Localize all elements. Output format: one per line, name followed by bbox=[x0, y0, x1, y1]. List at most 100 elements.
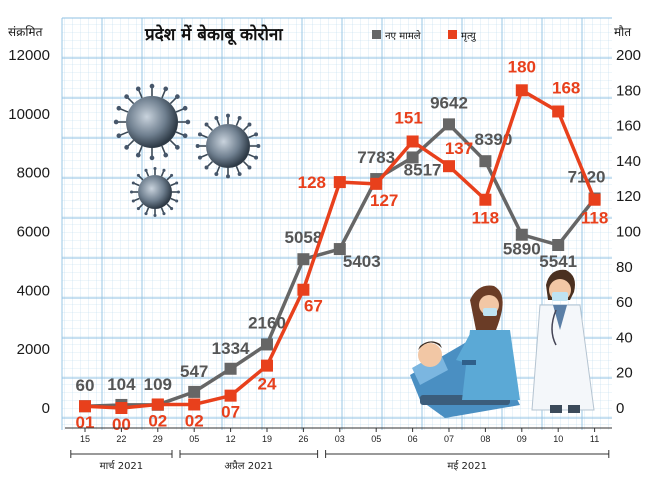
data-label: 07 bbox=[221, 403, 240, 422]
data-point bbox=[297, 283, 310, 296]
data-label: 00 bbox=[112, 415, 131, 434]
x-tick-label: 03 bbox=[335, 434, 345, 444]
data-label: 2160 bbox=[248, 313, 286, 332]
data-point bbox=[406, 151, 419, 164]
data-point bbox=[333, 176, 346, 189]
virus-illustration bbox=[113, 83, 261, 217]
data-label: 02 bbox=[185, 411, 204, 430]
data-label: 8517 bbox=[404, 160, 442, 179]
data-point bbox=[188, 398, 201, 411]
data-label: 127 bbox=[370, 191, 398, 210]
data-label: 118 bbox=[472, 209, 499, 228]
month-label: अप्रैल 2021 bbox=[224, 460, 273, 472]
x-tick-label: 10 bbox=[553, 434, 563, 444]
data-label: 151 bbox=[394, 108, 422, 127]
data-point bbox=[515, 228, 528, 241]
virus-particle bbox=[130, 167, 180, 217]
virus-particle bbox=[195, 113, 261, 179]
x-tick-label: 19 bbox=[262, 434, 272, 444]
month-label: मार्च 2021 bbox=[100, 460, 144, 472]
x-tick-label: 07 bbox=[444, 434, 454, 444]
x-tick-label: 29 bbox=[153, 434, 163, 444]
doctors-illustration bbox=[410, 269, 595, 418]
axes: 0 2000 4000 6000 8000 10000 12000 0 20 40 60 80 100 1… bbox=[8, 47, 641, 417]
data-label: 9642 bbox=[430, 93, 468, 112]
x-tick-label: 22 bbox=[116, 434, 126, 444]
right-tick-label: 180 bbox=[616, 82, 641, 99]
left-tick-label: 2000 bbox=[17, 341, 50, 358]
data-label: 02 bbox=[148, 411, 167, 430]
data-label: 109 bbox=[144, 375, 172, 394]
right-tick-label: 160 bbox=[616, 118, 641, 135]
legend: नए मामले मृत्यु bbox=[372, 30, 477, 42]
data-label: 5403 bbox=[343, 252, 381, 271]
x-tick-label: 06 bbox=[408, 434, 418, 444]
data-point bbox=[552, 239, 565, 252]
data-label: 168 bbox=[552, 78, 580, 97]
x-tick-label: 12 bbox=[226, 434, 236, 444]
data-point bbox=[443, 160, 455, 173]
data-point bbox=[224, 362, 237, 375]
legend-label-deaths: मृत्यु bbox=[461, 31, 477, 42]
data-point bbox=[552, 105, 565, 118]
right-axis-title: मौत bbox=[614, 25, 632, 39]
data-label: 180 bbox=[508, 57, 536, 76]
data-point bbox=[297, 253, 310, 266]
x-tick-label: 08 bbox=[480, 434, 490, 444]
data-label: 60 bbox=[76, 376, 95, 395]
x-tick-label: 26 bbox=[298, 434, 308, 444]
right-tick-label: 80 bbox=[616, 259, 633, 276]
x-tick-label: 05 bbox=[371, 434, 381, 444]
left-tick-label: 0 bbox=[42, 400, 50, 417]
right-tick-label: 20 bbox=[616, 365, 633, 382]
data-label: 01 bbox=[76, 413, 95, 432]
grid-paper bbox=[62, 18, 612, 430]
left-tick-label: 4000 bbox=[17, 282, 50, 299]
right-tick-label: 60 bbox=[616, 294, 633, 311]
data-point bbox=[515, 84, 528, 97]
data-label: 104 bbox=[107, 375, 136, 394]
data-label: 67 bbox=[304, 297, 323, 316]
left-tick-label: 10000 bbox=[8, 106, 50, 123]
data-label: 5058 bbox=[284, 228, 322, 247]
data-label: 1334 bbox=[212, 339, 250, 358]
data-point bbox=[188, 385, 201, 398]
data-point bbox=[261, 359, 273, 372]
data-point bbox=[115, 402, 128, 414]
data-point bbox=[370, 177, 383, 190]
data-label: 547 bbox=[180, 362, 208, 381]
left-tick-label: 8000 bbox=[17, 165, 50, 182]
x-axis: 15 22 29 05 12 19 26 03 05 06 07 08 09 10 11 मार्च 2021… bbox=[65, 427, 612, 472]
data-label: 137 bbox=[445, 139, 473, 158]
left-tick-label: 6000 bbox=[17, 224, 50, 241]
data-point bbox=[151, 398, 164, 411]
chart-title: प्रदेश में बेकाबू कोरोना bbox=[144, 24, 283, 46]
legend-swatch-cases bbox=[372, 30, 381, 39]
data-label: 128 bbox=[298, 173, 326, 192]
right-tick-label: 140 bbox=[616, 153, 641, 170]
data-point bbox=[443, 118, 455, 131]
data-point bbox=[588, 193, 601, 206]
legend-label-cases: नए मामले bbox=[385, 30, 421, 42]
data-label: 7783 bbox=[357, 148, 395, 167]
data-point bbox=[479, 193, 492, 206]
legend-swatch-deaths bbox=[448, 30, 457, 39]
left-axis-title: संक्रमित bbox=[8, 25, 44, 39]
data-point bbox=[261, 338, 273, 351]
right-tick-label: 0 bbox=[616, 400, 624, 417]
series-deaths: 01 00 02 02 07 24 67 128 127 151 137 118 180 168 118 bbox=[76, 57, 609, 434]
data-label: 5541 bbox=[539, 252, 577, 271]
x-tick-label: 11 bbox=[590, 434, 599, 444]
right-tick-label: 120 bbox=[616, 188, 641, 205]
data-point bbox=[479, 155, 492, 168]
data-label: 24 bbox=[258, 375, 277, 394]
right-tick-label: 100 bbox=[616, 224, 641, 241]
virus-particle bbox=[113, 83, 191, 161]
x-tick-label: 09 bbox=[517, 434, 527, 444]
data-point bbox=[406, 135, 419, 148]
data-label: 5890 bbox=[503, 240, 541, 259]
data-point bbox=[224, 389, 237, 402]
data-point bbox=[79, 400, 91, 413]
right-tick-label: 200 bbox=[616, 47, 641, 64]
